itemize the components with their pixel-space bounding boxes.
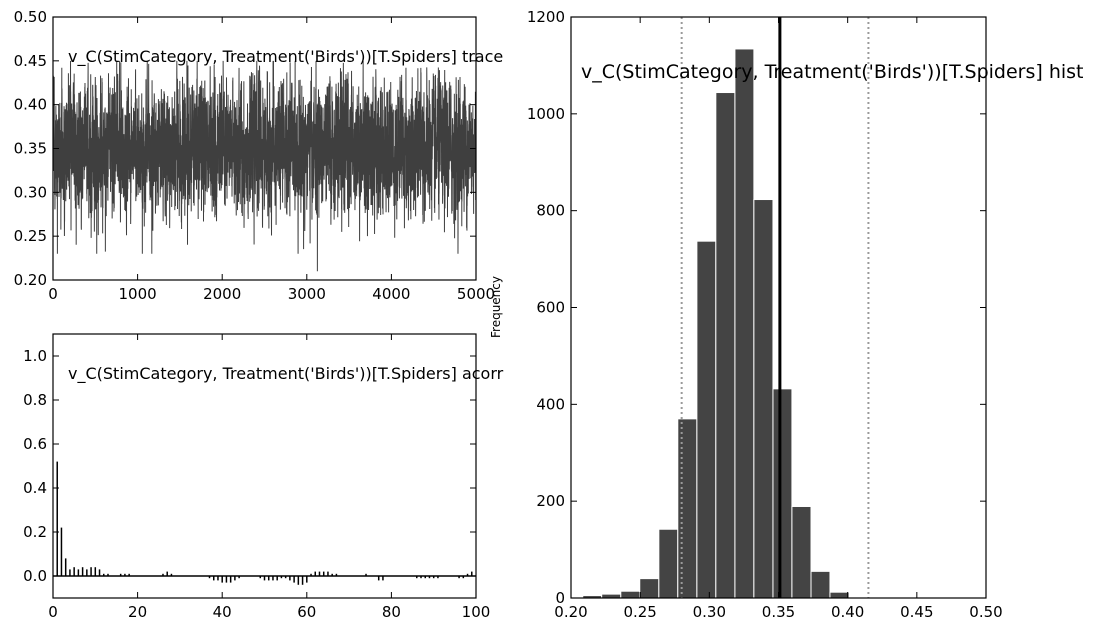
y-tick-label: 0.30 [14,183,47,201]
hist-bar [791,505,812,598]
hist-bar [734,48,755,598]
acorr-panel: 0 20 40 60 80 100 0.0 0.2 0.4 0.6 0.8 1.0 v_C(StimC… [23,333,504,621]
y-tick-label: 1.0 [23,347,47,365]
acorr-axes-frame [52,333,477,599]
x-tick-label: 0.35 [762,603,795,621]
hist-title: v_C(StimCategory, Treatment('Birds'))[T.… [581,61,1084,83]
x-tick-label: 80 [382,603,401,621]
x-tick-label: 0.45 [900,603,933,621]
trace-line [53,60,476,272]
x-tick-label: 5000 [457,285,495,303]
hist-ticks: 0.20 0.25 0.30 0.35 0.40 0.45 0.50 0 200 400 600 80… [527,8,1003,621]
x-tick-label: 0 [48,285,58,303]
y-tick-label: 0.25 [14,227,47,245]
acorr-title: v_C(StimCategory, Treatment('Birds'))[T.… [68,364,504,384]
hist-ylabel: Frequency [489,276,503,338]
y-tick-label: 0.0 [23,567,47,585]
hist-bar [658,528,679,598]
x-tick-label: 0 [48,603,58,621]
x-tick-label: 4000 [372,285,410,303]
x-tick-label: 0.25 [623,603,656,621]
y-tick-label: 0 [555,589,565,607]
x-tick-label: 0.20 [554,603,587,621]
x-tick-label: 0.40 [831,603,864,621]
trace-ticks: 0 1000 2000 3000 4000 5000 0.20 0.25 0.30 0.35 0.4… [14,8,496,303]
hist-bar [715,92,736,598]
hist-bar [696,240,717,598]
y-tick-label: 0.6 [23,435,47,453]
y-tick-label: 0.8 [23,391,47,409]
x-tick-label: 1000 [119,285,157,303]
hist-bar [639,578,660,598]
y-tick-label: 0.50 [14,8,47,26]
trace-title: v_C(StimCategory, Treatment('Birds'))[T.… [68,47,503,67]
acorr-plot-area [53,461,476,585]
x-tick-label: 0.50 [969,603,1002,621]
hist-bar [753,199,774,598]
x-tick-label: 20 [128,603,147,621]
hist-panel: 0.20 0.25 0.30 0.35 0.40 0.45 0.50 0 200 400 600 80… [489,8,1084,621]
hist-bar [620,590,641,598]
y-tick-label: 400 [536,395,565,413]
acorr-ticks: 0 20 40 60 80 100 0.0 0.2 0.4 0.6 0.8 1.0 [23,334,490,621]
hist-bar [677,418,698,598]
hist-bar [772,388,793,598]
x-tick-label: 100 [462,603,491,621]
y-tick-label: 0.20 [14,271,47,289]
x-tick-label: 0.30 [693,603,726,621]
hist-bar [829,591,850,598]
y-tick-label: 600 [536,299,565,317]
y-tick-label: 0.2 [23,523,47,541]
x-tick-label: 40 [213,603,232,621]
y-tick-label: 0.45 [14,52,47,70]
x-tick-label: 2000 [203,285,241,303]
y-tick-label: 0.4 [23,479,47,497]
y-tick-label: 800 [536,202,565,220]
x-tick-label: 60 [297,603,316,621]
y-tick-label: 1200 [527,8,565,26]
hist-bar [810,570,831,598]
y-tick-label: 1000 [527,105,565,123]
y-tick-label: 0.35 [14,140,47,158]
trace-panel: 0 1000 2000 3000 4000 5000 0.20 0.25 0.30 0.35 0.4… [14,8,504,303]
y-tick-label: 0.40 [14,96,47,114]
trace-plot-area [53,60,476,272]
hist-plot-area [582,17,870,598]
y-tick-label: 200 [536,492,565,510]
x-tick-label: 3000 [288,285,326,303]
